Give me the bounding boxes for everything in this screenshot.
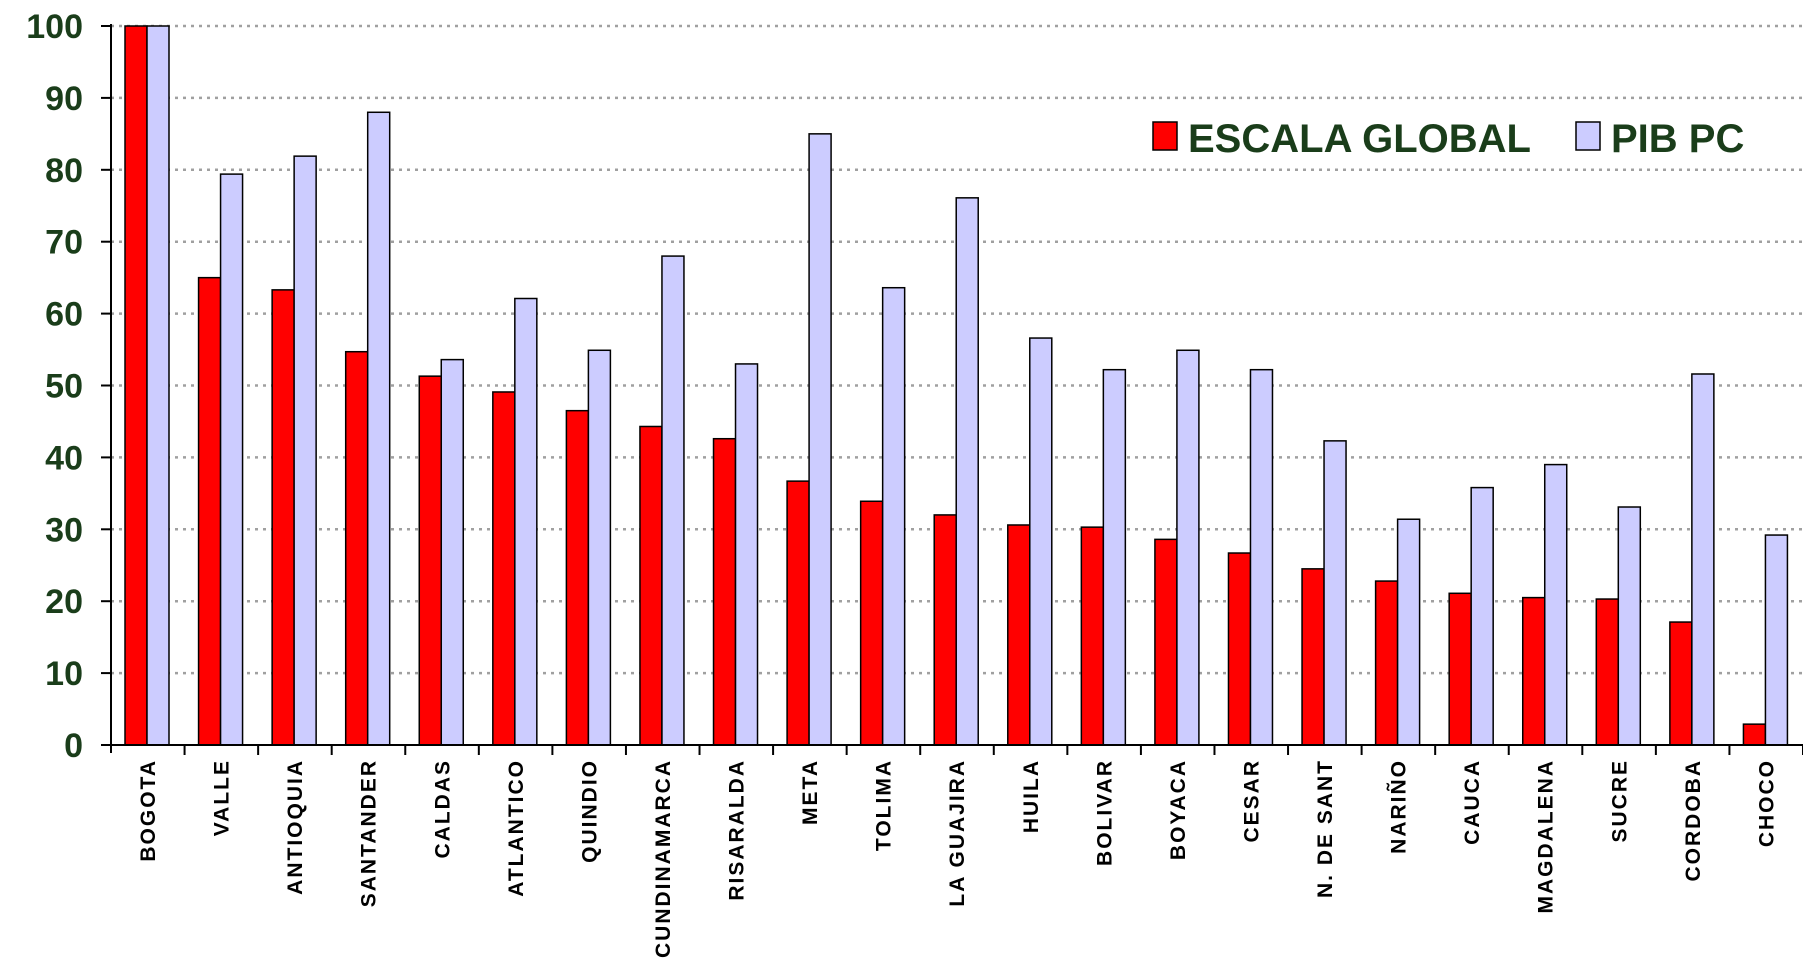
x-tick-label: LA GUAJIRA (946, 759, 969, 907)
bar-escala-global (1227, 552, 1252, 746)
bar-pib-pc (881, 286, 906, 746)
bar-pib-pc (661, 255, 685, 746)
bar-escala-global (1521, 596, 1546, 746)
bar-escala-global (1448, 592, 1472, 746)
bar-escala-global (786, 480, 810, 746)
y-tick-label: 0 (64, 727, 83, 765)
bar-pib-pc (734, 363, 759, 746)
x-tick-label: CAUCA (1461, 759, 1484, 845)
y-tick-label: 90 (45, 80, 83, 118)
x-tick-label: META (799, 759, 822, 825)
y-tick-label: 20 (45, 583, 83, 621)
bar-pib-pc (1543, 463, 1568, 746)
bar-escala-global (1154, 538, 1178, 746)
bar-escala-global (271, 289, 295, 746)
x-tick-label: CORDOBA (1682, 759, 1705, 882)
bar-pib-pc (440, 358, 465, 746)
bar-escala-global (1301, 568, 1325, 746)
bar-pib-pc (1102, 368, 1127, 746)
x-tick-label: CALDAS (431, 759, 454, 859)
bar-pib-pc (366, 111, 391, 746)
bar-escala-global (933, 514, 957, 746)
bar-pib-pc (1617, 506, 1642, 746)
bar-pib-pc (1176, 349, 1200, 746)
bar-pib-pc (1323, 440, 1347, 746)
y-tick-label: 30 (45, 511, 83, 549)
bar-escala-global (124, 25, 148, 746)
x-tick-label: SANTANDER (358, 759, 381, 907)
bar-pib-pc (219, 173, 244, 746)
y-tick-label: 70 (45, 224, 83, 262)
y-tick-label: 50 (45, 368, 83, 406)
x-tick-label: CHOCO (1755, 759, 1778, 847)
bar-escala-global (344, 350, 369, 746)
bar-pib-pc (1691, 373, 1715, 746)
bar-escala-global (1080, 526, 1105, 746)
y-tick-label: 100 (26, 8, 83, 46)
gridlines (111, 24, 1803, 675)
bar-escala-global (712, 437, 737, 746)
x-tick-label: RISARALDA (726, 759, 749, 901)
x-tick-label: HUILA (1020, 759, 1043, 833)
legend: ESCALA GLOBAL PIB PC (1152, 117, 1744, 161)
y-tick-label: 40 (45, 439, 83, 477)
x-tick-label: NARIÑO (1388, 759, 1411, 854)
bar-pib-pc (1029, 337, 1053, 746)
bar-escala-global (492, 391, 516, 746)
x-tick-label: VALLE (211, 759, 234, 836)
x-tick-label: BOYACA (1167, 759, 1190, 860)
x-tick-label: N. DE SANT (1314, 759, 1337, 898)
bar-pib-pc (808, 133, 832, 746)
bar-pib-pc (293, 155, 317, 746)
bar-escala-global (859, 500, 884, 746)
x-tick-label: BOGOTA (137, 759, 160, 862)
x-tick-label: QUINDIO (578, 759, 601, 863)
legend-swatch (1575, 121, 1601, 151)
bar-escala-global (1007, 524, 1031, 746)
bar-pib-pc (1764, 534, 1789, 746)
legend-label: PIB PC (1611, 117, 1744, 161)
x-tick-label: CUNDINAMARCA (652, 759, 675, 958)
axes (101, 24, 1803, 755)
x-tick-labels: BOGOTA VALLE ANTIOQUIA SANTANDER CALDAS ATLAN… (137, 759, 1778, 958)
bar-pib-pc (587, 349, 612, 746)
legend-swatch (1152, 121, 1178, 151)
y-tick-label: 60 (45, 296, 83, 334)
y-tick-label: 80 (45, 152, 83, 190)
bar-pib-pc (955, 197, 979, 746)
bar-escala-global (565, 409, 590, 746)
x-tick-label: ANTIOQUIA (284, 759, 307, 895)
bar-pib-pc (1249, 368, 1274, 746)
bar-escala-global (197, 276, 222, 746)
x-tick-label: MAGDALENA (1535, 759, 1558, 914)
bar-pib-pc (1470, 486, 1494, 746)
bar-escala-global (1374, 580, 1399, 746)
bar-escala-global (418, 375, 443, 746)
bar-escala-global (1669, 621, 1693, 746)
bar-escala-global (639, 425, 663, 746)
bar-pib-pc (146, 25, 170, 746)
x-tick-label: TOLIMA (873, 759, 896, 851)
y-tick-label: 10 (45, 655, 83, 693)
bar-escala-global (1595, 598, 1620, 746)
y-tick-labels: 0 10 20 30 40 50 60 70 80 90 100 (26, 8, 83, 765)
legend-label: ESCALA GLOBAL (1188, 117, 1531, 161)
x-tick-label: SUCRE (1608, 759, 1631, 843)
x-tick-label: CESAR (1240, 759, 1263, 843)
bar-pib-pc (1396, 518, 1421, 746)
x-tick-label: BOLIVAR (1093, 759, 1116, 866)
bars (124, 25, 1789, 746)
bar-pib-pc (514, 297, 538, 746)
x-tick-label: ATLANTICO (505, 759, 528, 897)
bar-escala-global (1742, 723, 1767, 746)
